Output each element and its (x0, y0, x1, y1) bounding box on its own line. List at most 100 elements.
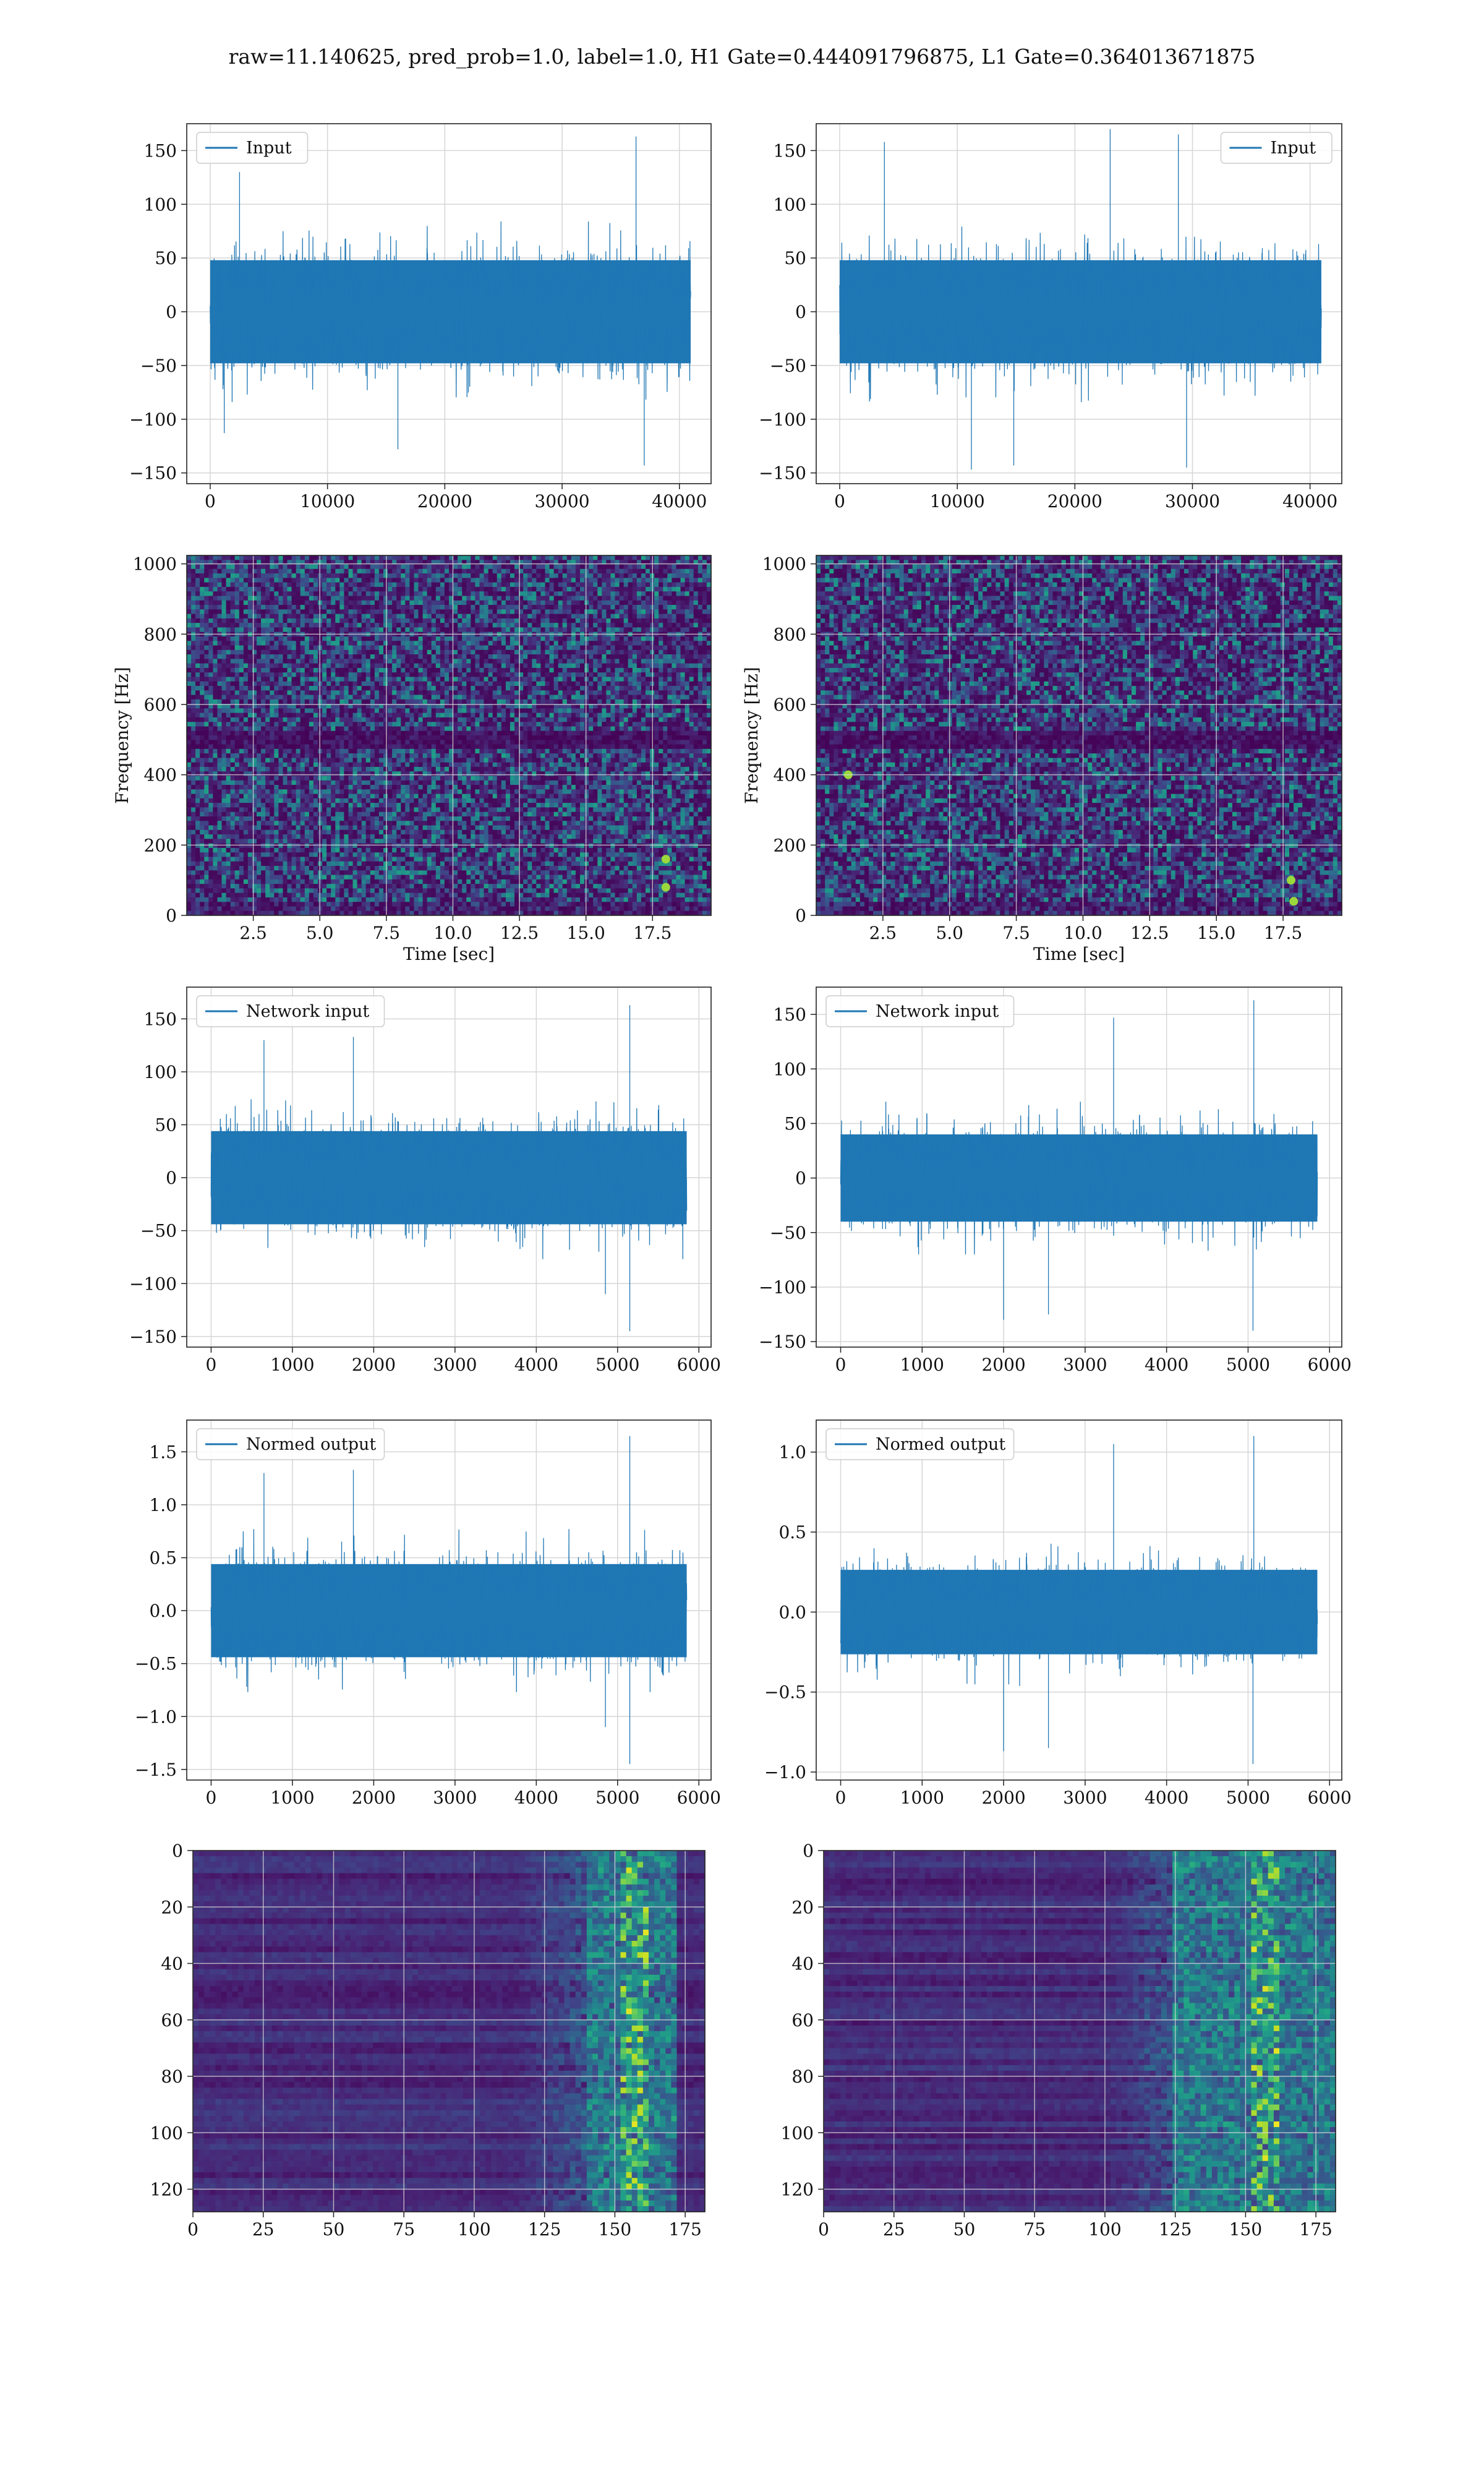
spectrogram-cell (191, 839, 196, 844)
spectrogram-cell (213, 771, 218, 776)
spectrogram-cell (195, 578, 200, 583)
spectrogram-cell (222, 578, 227, 583)
spectrogram-cell (239, 897, 244, 902)
spectrogram-cell (445, 627, 450, 632)
spectrogram-cell (405, 862, 410, 867)
spectrogram-cell (379, 555, 384, 560)
spectrogram-cell (432, 664, 437, 669)
spectrogram-cell (326, 713, 331, 718)
spectrogram-cell (278, 740, 283, 745)
spectrogram-cell (392, 735, 397, 740)
spectrogram-cell (200, 573, 205, 578)
spectrogram-cell (200, 578, 205, 583)
spectrogram-cell (305, 677, 310, 682)
spectrogram-cell (344, 821, 349, 826)
spectrogram-cell (301, 735, 305, 740)
spectrogram-cell (231, 735, 236, 740)
spectrogram-cell (409, 798, 414, 803)
spectrogram-cell (401, 690, 406, 695)
spectrogram-cell (296, 668, 301, 673)
spectrogram-cell (419, 816, 424, 821)
spectrogram-cell (313, 857, 318, 862)
spectrogram-cell (344, 659, 349, 664)
spectrogram-cell (322, 682, 327, 687)
spectrogram-cell (436, 740, 441, 745)
spectrogram-cell (375, 798, 380, 803)
spectrogram-cell (200, 907, 205, 912)
spectrogram-cell (440, 573, 445, 578)
spectrogram-cell (292, 636, 297, 641)
spectrogram-cell (231, 695, 236, 700)
spectrogram-cell (445, 569, 450, 574)
spectrogram-cell (248, 852, 253, 857)
spectrogram-cell (344, 605, 349, 610)
spectrogram-cell (257, 789, 262, 794)
spectrogram-cell (313, 627, 318, 632)
spectrogram-cell (187, 816, 192, 821)
spectrogram-cell (445, 596, 450, 601)
spectrogram-cell (339, 848, 344, 853)
spectrogram-cell (204, 907, 209, 912)
spectrogram-cell (283, 677, 288, 682)
spectrogram-cell (396, 627, 401, 632)
spectrogram-cell (226, 555, 231, 560)
spectrogram-cell (366, 578, 371, 583)
spectrogram-cell (322, 731, 327, 736)
spectrogram-cell (248, 745, 253, 750)
spectrogram-cell (305, 650, 310, 655)
spectrogram-cell (239, 700, 244, 704)
spectrogram-cell (436, 771, 441, 776)
spectrogram-cell (419, 830, 424, 835)
spectrogram-cell (244, 884, 249, 889)
spectrogram-cell (231, 708, 236, 713)
spectrogram-cell (366, 816, 371, 821)
spectrogram-cell (353, 614, 358, 619)
spectrogram-cell (383, 555, 388, 560)
spectrogram-cell (357, 646, 362, 651)
spectrogram-cell (208, 596, 213, 601)
spectrogram-cell (222, 713, 227, 718)
spectrogram-cell (357, 862, 362, 867)
spectrogram-cell (427, 722, 432, 727)
spectrogram-cell (405, 893, 410, 898)
spectrogram-cell (409, 789, 414, 794)
spectrogram-cell (292, 618, 297, 623)
spectrogram-cell (366, 672, 371, 677)
spectrogram-cell (213, 852, 218, 857)
spectrogram-cell (301, 708, 305, 713)
spectrogram-cell (353, 700, 358, 704)
spectrogram-cell (375, 659, 380, 664)
spectrogram-cell (335, 812, 340, 817)
spectrogram-cell (383, 745, 388, 750)
spectrogram-cell (370, 839, 375, 844)
spectrogram-cell (366, 789, 371, 794)
spectrogram-cell (278, 888, 283, 893)
spectrogram-cell (305, 583, 310, 588)
spectrogram-cell (248, 601, 253, 606)
spectrogram-cell (239, 771, 244, 776)
spectrogram-cell (401, 700, 406, 704)
spectrogram-cell (248, 641, 253, 646)
spectrogram-cell (204, 682, 209, 687)
spectrogram-cell (383, 781, 388, 785)
spectrogram-cell (423, 708, 428, 713)
spectrogram-cell (218, 897, 223, 902)
spectrogram-cell (331, 618, 336, 623)
spectrogram-cell (239, 578, 244, 583)
spectrogram-cell (283, 749, 288, 754)
spectrogram-cell (213, 686, 218, 691)
spectrogram-cell (195, 902, 200, 907)
spectrogram-cell (235, 618, 240, 623)
spectrogram-cell (401, 870, 406, 875)
spectrogram-cell (375, 816, 380, 821)
spectrogram-cell (396, 834, 401, 839)
spectrogram-cell (301, 623, 305, 628)
spectrogram-cell (204, 596, 209, 601)
spectrogram-cell (370, 583, 375, 588)
spectrogram-cell (288, 686, 292, 691)
spectrogram-cell (388, 834, 393, 839)
spectrogram-cell (423, 888, 428, 893)
spectrogram-cell (235, 713, 240, 718)
spectrogram-cell (362, 767, 367, 772)
spectrogram-cell (226, 862, 231, 867)
